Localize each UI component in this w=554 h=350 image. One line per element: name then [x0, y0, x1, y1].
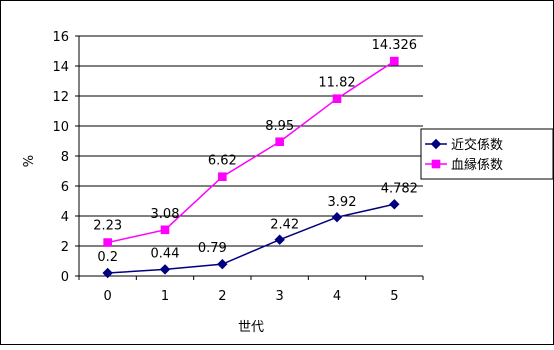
data-label: 0.2: [97, 250, 118, 265]
data-point: [160, 225, 170, 235]
data-point: [332, 94, 342, 104]
x-tick-label: 4: [333, 289, 341, 304]
y-tick-label: 10: [52, 120, 69, 135]
data-point: [218, 172, 227, 181]
data-point: [389, 199, 400, 210]
y-tick-label: 4: [61, 210, 69, 225]
data-point: [159, 264, 171, 275]
series-lines: [102, 56, 400, 279]
data-label: 2.23: [93, 219, 122, 234]
y-tick-label: 6: [61, 180, 69, 195]
y-tick-label: 14: [52, 60, 69, 75]
data-point: [331, 211, 343, 223]
data-point: [217, 258, 228, 270]
legend-marker: [430, 138, 442, 150]
data-label: 8.95: [265, 119, 294, 134]
data-label: 0.44: [151, 246, 180, 261]
data-point: [103, 238, 112, 247]
legend-label: 近交係数: [451, 137, 503, 153]
x-tick-label: 5: [390, 289, 398, 304]
legend-label: 血縁係数: [451, 157, 503, 173]
data-label: 3.92: [328, 195, 357, 210]
x-tick-label: 3: [276, 289, 284, 304]
x-tick-label: 1: [161, 289, 169, 304]
data-label: 3.08: [151, 207, 180, 222]
series-line-0: [107, 203, 395, 274]
y-tick-label: 12: [52, 90, 69, 105]
grid-lines: [79, 35, 423, 247]
data-point: [274, 234, 285, 245]
x-tick-label: 2: [218, 289, 226, 304]
data-point: [390, 56, 399, 66]
data-point: [102, 267, 113, 279]
series-line-1: [107, 60, 395, 244]
data-labels: 0.2 0.44 0.79 2.42 3.92 4.782 2.23 3.08 6.62 8.95…: [93, 38, 418, 265]
data-label: 4.782: [381, 181, 418, 196]
y-tick-label: 16: [52, 30, 69, 45]
y-axis-title: %: [22, 155, 37, 167]
y-tick-label: 8: [61, 150, 69, 165]
x-axis-title: 世代: [238, 320, 264, 335]
data-label: 6.62: [208, 154, 237, 169]
data-label: 14.326: [372, 38, 418, 53]
data-label: 2.42: [270, 218, 299, 233]
legend-marker: [431, 159, 441, 169]
data-point: [275, 137, 284, 147]
data-label: 11.82: [318, 76, 355, 91]
legend-box: [420, 128, 554, 180]
y-tick-label: 2: [61, 240, 69, 255]
x-tick-label: 0: [104, 289, 112, 304]
y-tick-label: 0: [61, 270, 69, 285]
data-label: 0.79: [198, 241, 227, 256]
